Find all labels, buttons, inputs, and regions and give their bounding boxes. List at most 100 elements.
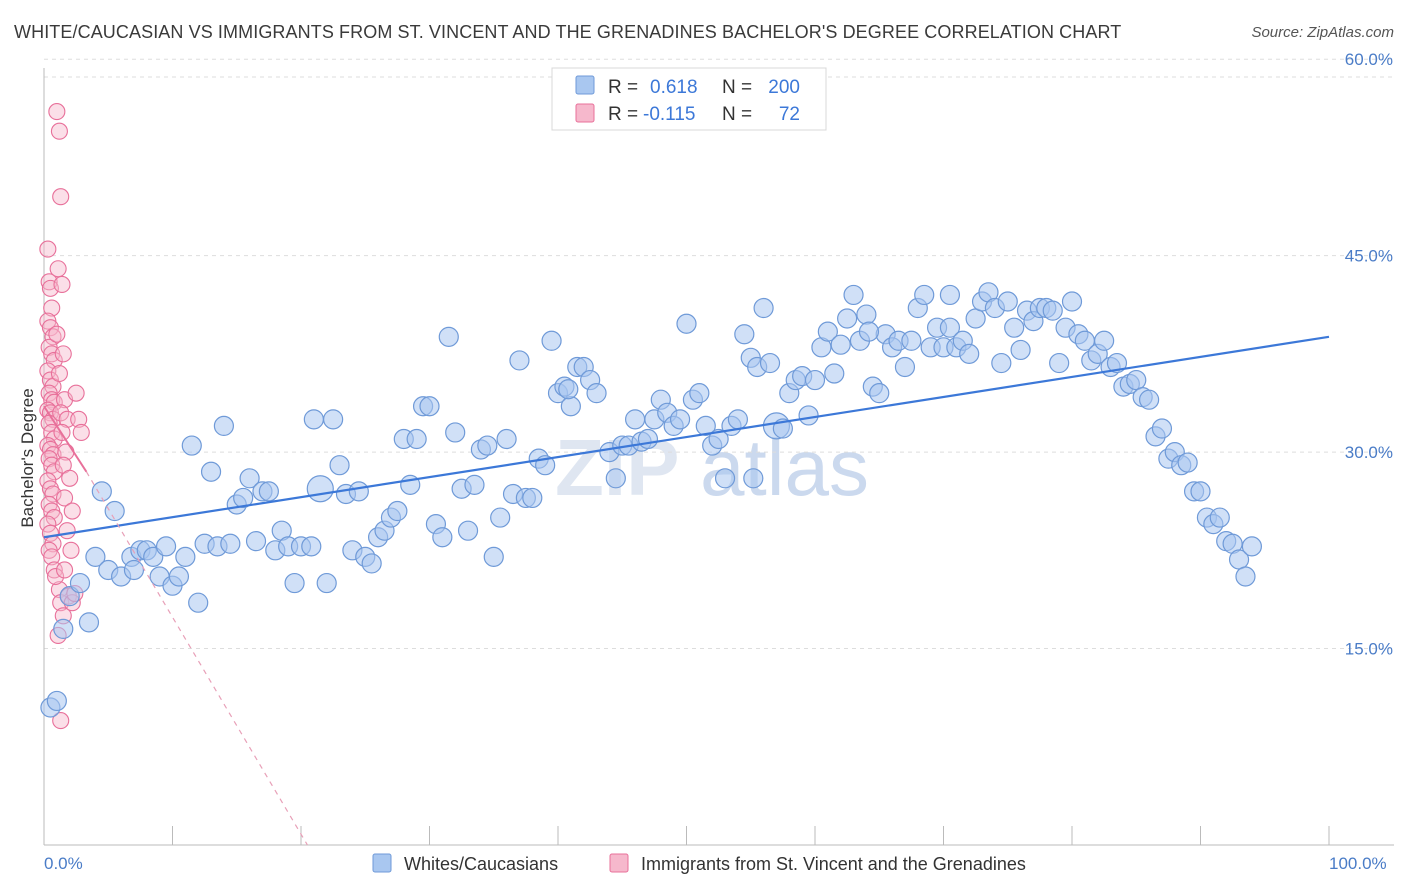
data-point-whites xyxy=(91,481,112,502)
x-tick-label-max: 100.0% xyxy=(1329,854,1387,873)
bottom-legend-label-pink: Immigrants from St. Vincent and the Gren… xyxy=(641,854,1026,874)
data-point-whites xyxy=(759,352,781,374)
data-point-whites xyxy=(496,428,517,450)
data-point-whites xyxy=(1126,369,1147,391)
data-point-whites xyxy=(85,546,106,567)
data-point-immigrants xyxy=(43,391,61,409)
data-point-whites xyxy=(1177,452,1198,473)
data-point-whites xyxy=(991,352,1012,374)
y-tick-label: 15.0% xyxy=(1345,640,1393,659)
data-point-whites xyxy=(1094,330,1115,351)
data-point-whites xyxy=(220,533,241,554)
data-point-whites xyxy=(445,422,466,443)
data-point-immigrants xyxy=(45,463,63,481)
data-point-whites xyxy=(708,428,729,450)
data-point-whites xyxy=(348,481,369,502)
trend-line-whites xyxy=(43,335,1330,539)
data-point-immigrants xyxy=(63,502,81,520)
data-point-whites xyxy=(858,321,880,342)
data-point-immigrants xyxy=(48,325,66,343)
data-point-whites xyxy=(78,612,100,633)
data-point-whites xyxy=(695,415,716,437)
data-point-whites xyxy=(213,415,234,437)
data-point-whites xyxy=(830,334,851,355)
data-point-whites xyxy=(306,475,334,503)
data-point-whites xyxy=(843,284,864,306)
data-point-whites xyxy=(53,618,74,640)
data-point-whites xyxy=(817,321,838,342)
data-point-whites xyxy=(123,559,145,581)
bottom-legend-label-blue: Whites/Caucasians xyxy=(404,854,558,874)
data-point-whites xyxy=(824,363,845,384)
legend-n-value-blue: 200 xyxy=(768,77,800,98)
data-point-immigrants xyxy=(62,541,80,559)
data-point-whites xyxy=(361,553,382,574)
data-point-whites xyxy=(753,297,774,319)
data-point-whites xyxy=(464,474,485,495)
data-point-whites xyxy=(837,308,858,329)
data-point-immigrants xyxy=(43,548,61,566)
data-point-whites xyxy=(1209,507,1230,528)
data-point-whites xyxy=(939,284,961,306)
data-point-whites xyxy=(69,572,91,594)
x-tick-label-min: 0.0% xyxy=(44,854,83,873)
data-point-whites xyxy=(233,487,254,509)
data-point-immigrants xyxy=(52,712,70,730)
legend-n-label-blue: N = xyxy=(722,77,752,98)
data-point-immigrants xyxy=(61,469,79,487)
trend-lines xyxy=(43,335,1330,846)
y-tick-label: 60.0% xyxy=(1345,50,1393,69)
data-point-whites xyxy=(509,350,530,371)
legend-r-label-blue: R = xyxy=(608,77,638,98)
data-point-whites xyxy=(1004,317,1025,338)
data-point-whites xyxy=(104,500,125,522)
legend-swatch-blue xyxy=(575,75,595,95)
data-point-immigrants xyxy=(50,364,68,383)
data-point-immigrants xyxy=(50,122,68,140)
data-point-immigrants xyxy=(45,509,63,527)
data-point-whites xyxy=(1042,300,1063,321)
data-point-whites xyxy=(1049,352,1070,374)
data-point-whites xyxy=(804,369,826,391)
data-point-whites xyxy=(965,308,986,329)
source-credit: Source: ZipAtlas.com xyxy=(1251,24,1394,41)
data-point-whites xyxy=(188,592,209,613)
legend-n-value-pink: 72 xyxy=(779,104,800,125)
data-point-whites xyxy=(432,527,453,548)
data-point-whites xyxy=(959,343,980,364)
data-point-whites xyxy=(1241,536,1263,557)
data-point-whites xyxy=(490,507,511,528)
data-point-immigrants xyxy=(49,260,67,278)
legend-n-label-pink: N = xyxy=(722,104,752,125)
data-point-whites xyxy=(1106,352,1128,374)
chart-title: WHITE/CAUCASIAN VS IMMIGRANTS FROM ST. V… xyxy=(14,22,1122,42)
data-point-immigrants xyxy=(40,273,58,291)
axes xyxy=(43,68,1394,846)
data-point-whites xyxy=(743,468,764,489)
data-point-whites xyxy=(997,291,1018,312)
trend-line-immigrants xyxy=(43,405,88,473)
data-point-whites xyxy=(605,468,626,489)
data-point-whites xyxy=(558,379,579,400)
data-point-whites xyxy=(175,546,196,567)
data-point-whites xyxy=(798,405,819,426)
data-point-whites xyxy=(303,409,324,430)
gridlines xyxy=(44,58,1394,650)
data-point-immigrants xyxy=(43,299,61,317)
data-point-whites xyxy=(914,284,935,306)
x-ticks xyxy=(43,826,1330,845)
data-point-immigrants xyxy=(39,240,57,258)
data-point-whites xyxy=(1010,339,1031,361)
legend-r-label-pink: R = xyxy=(608,104,638,125)
data-point-whites xyxy=(714,468,736,489)
y-tick-label: 45.0% xyxy=(1345,247,1393,266)
data-point-whites xyxy=(258,481,279,502)
data-point-immigrants xyxy=(67,384,85,402)
data-point-whites xyxy=(541,330,562,351)
data-point-whites xyxy=(329,455,350,476)
correlation-legend: R = 0.618 N = 200 R = -0.115 N = 72 xyxy=(551,67,827,131)
data-point-immigrants xyxy=(56,561,74,579)
data-point-immigrants xyxy=(48,103,66,121)
data-point-immigrants xyxy=(56,489,74,507)
data-point-whites xyxy=(1235,566,1256,587)
